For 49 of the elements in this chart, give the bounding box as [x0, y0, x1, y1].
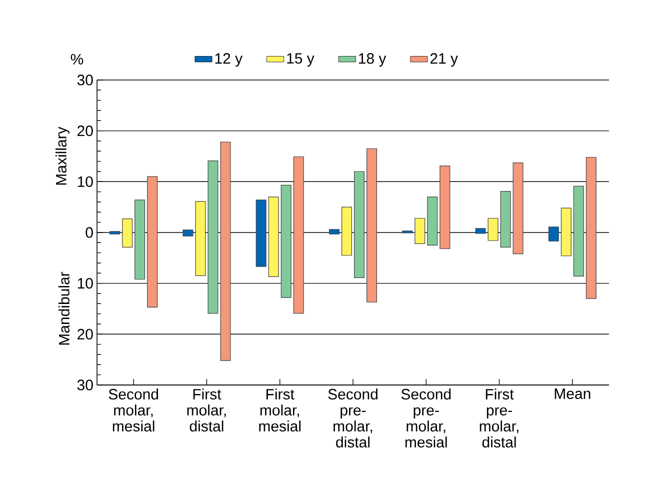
y-tick-label: 10: [78, 176, 93, 187]
bar: [488, 218, 498, 241]
bar: [354, 171, 364, 278]
bar: [366, 148, 377, 302]
bar: [110, 231, 120, 234]
text: Mandibular: [58, 272, 70, 345]
y-axis-title: %: [70, 54, 84, 64]
bar: [147, 176, 158, 308]
bar: [342, 206, 352, 256]
bar: [195, 201, 206, 276]
y-tick-label: 20: [78, 126, 93, 136]
bar: [293, 156, 304, 314]
bar: [414, 218, 426, 244]
y-tick-label: 20: [78, 328, 93, 340]
bar: [182, 230, 194, 236]
x-tick-label: First molar, distal: [187, 388, 226, 432]
bar: [402, 230, 413, 234]
y-tick-label: 30: [77, 74, 93, 86]
y-tick-label: 10: [78, 278, 93, 289]
x-tick-label: Mean: [554, 388, 590, 399]
y-tick-label: 30: [77, 380, 93, 390]
x-tick-label: Second pre-molar, mesial: [401, 388, 451, 448]
bar: [329, 229, 340, 234]
bar: [280, 184, 292, 298]
legend-label: 15 y: [287, 53, 314, 67]
bar: [586, 156, 596, 299]
text: Maxillary: [55, 126, 70, 185]
y-tick-label: 0: [86, 227, 93, 238]
x-tick-label: Second molar, mesial: [108, 388, 158, 432]
bar: [500, 191, 511, 248]
bar: [208, 160, 218, 314]
bar: [427, 196, 438, 246]
bar: [475, 228, 486, 234]
x-tick-label: First pre-molar, distal: [480, 388, 518, 448]
bar: [256, 200, 266, 267]
bar: [560, 208, 572, 256]
bar: [548, 226, 559, 242]
x-tick-label: First molar, mesial: [259, 388, 301, 432]
legend-label: 18 y: [359, 53, 386, 67]
bar: [512, 162, 524, 254]
bar: [573, 186, 584, 277]
legend-label: 21 y: [430, 53, 458, 67]
bar: [122, 218, 133, 248]
bar: [134, 200, 146, 280]
bar: [220, 142, 231, 361]
bar: [268, 196, 279, 278]
bar: [440, 166, 450, 250]
x-tick-label: Second pre-molar, distal: [328, 388, 378, 448]
legend-label: 12 y: [215, 53, 243, 67]
